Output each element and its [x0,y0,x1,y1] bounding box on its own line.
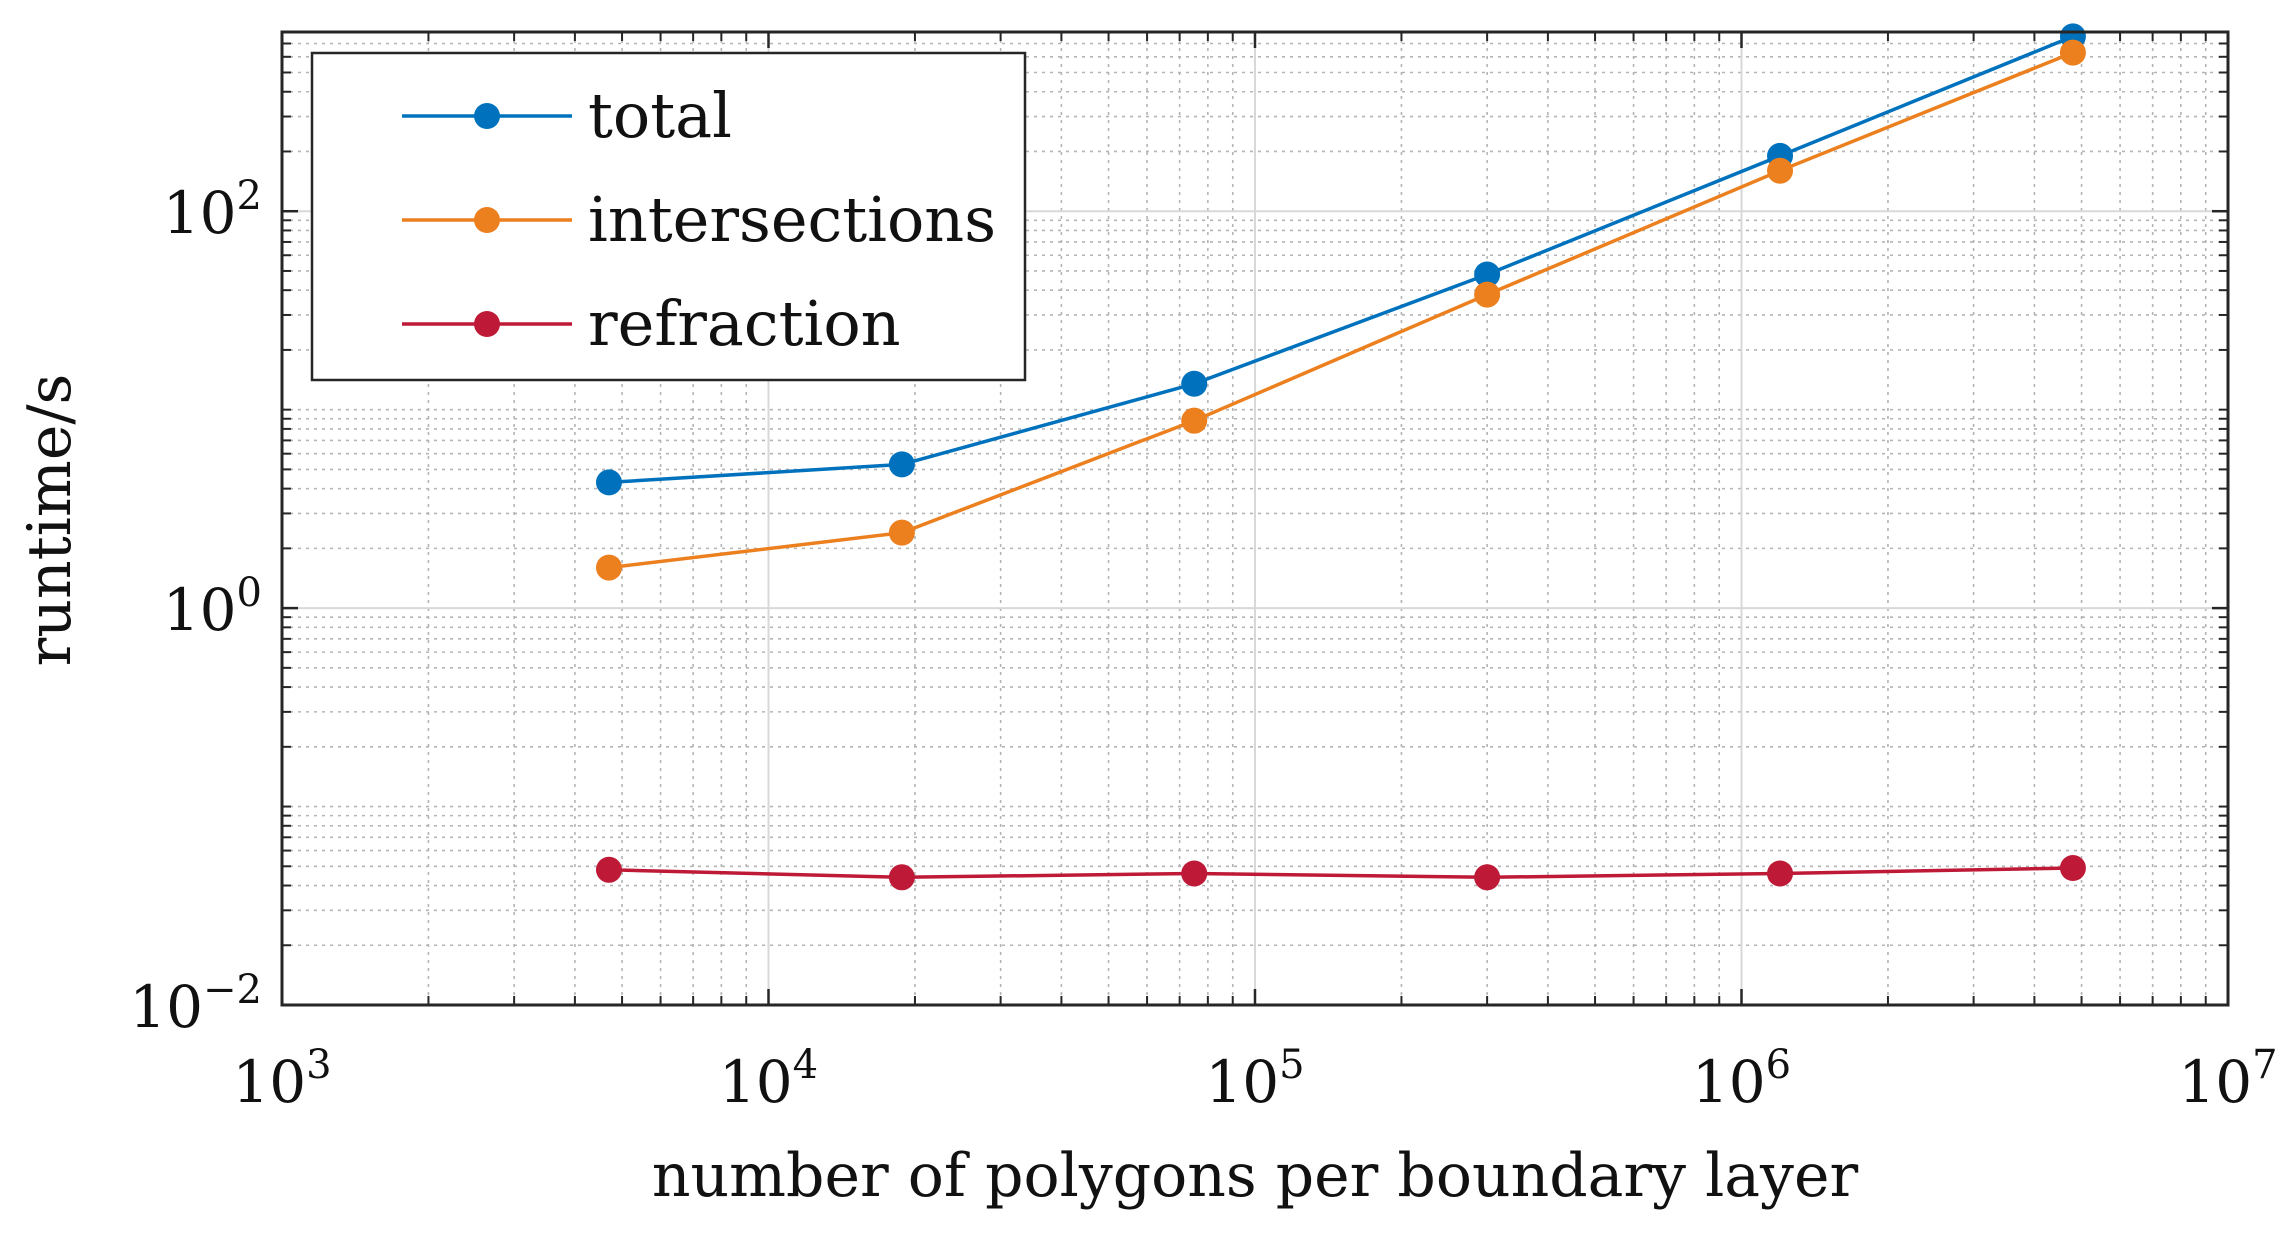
data-point-refraction [1767,860,1794,887]
y-tick-label: 100 [163,570,262,644]
series-layer [595,23,2086,891]
tick-labels: 103 104 105 106 107 10−2 100 102 [129,173,2277,1116]
data-point-intersections [1767,157,1794,184]
series-line-total [608,34,2074,485]
y-axis-label: runtime/s [15,374,85,667]
data-point-refraction [2059,855,2086,882]
data-point-intersections [1474,281,1501,308]
x-tick-label: 104 [719,1042,818,1116]
x-tick-label: 107 [2178,1042,2277,1116]
legend-label-intersections: intersections [588,183,996,256]
data-point-intersections [595,554,622,581]
legend-label-total: total [588,79,732,152]
legend: total intersections refraction [310,51,1027,382]
series-line-intersections [608,50,2074,570]
data-point-refraction [1181,860,1208,887]
x-tick-label: 106 [1692,1042,1791,1116]
legend-marker-intersections [474,207,500,233]
legend-marker-refraction [474,311,500,337]
data-point-intersections [888,519,915,546]
legend-label-refraction: refraction [588,287,901,360]
plot-frame [280,30,2230,1007]
data-point-refraction [888,864,915,891]
data-point-intersections [2059,39,2086,66]
x-axis-label: number of polygons per boundary layer [652,1141,1859,1211]
data-point-total [888,451,915,478]
x-tick-label: 105 [1205,1042,1304,1116]
data-point-refraction [1474,864,1501,891]
series-line-refraction [608,866,2073,880]
data-point-intersections [1181,407,1208,434]
legend-marker-total [474,103,500,129]
y-tick-label: 102 [163,173,262,247]
x-tick-label: 103 [232,1042,331,1116]
y-tick-label: 10−2 [129,967,262,1041]
data-point-total [1474,261,1501,288]
data-point-total [1181,370,1208,397]
data-point-refraction [595,856,622,883]
data-point-total [595,469,622,496]
